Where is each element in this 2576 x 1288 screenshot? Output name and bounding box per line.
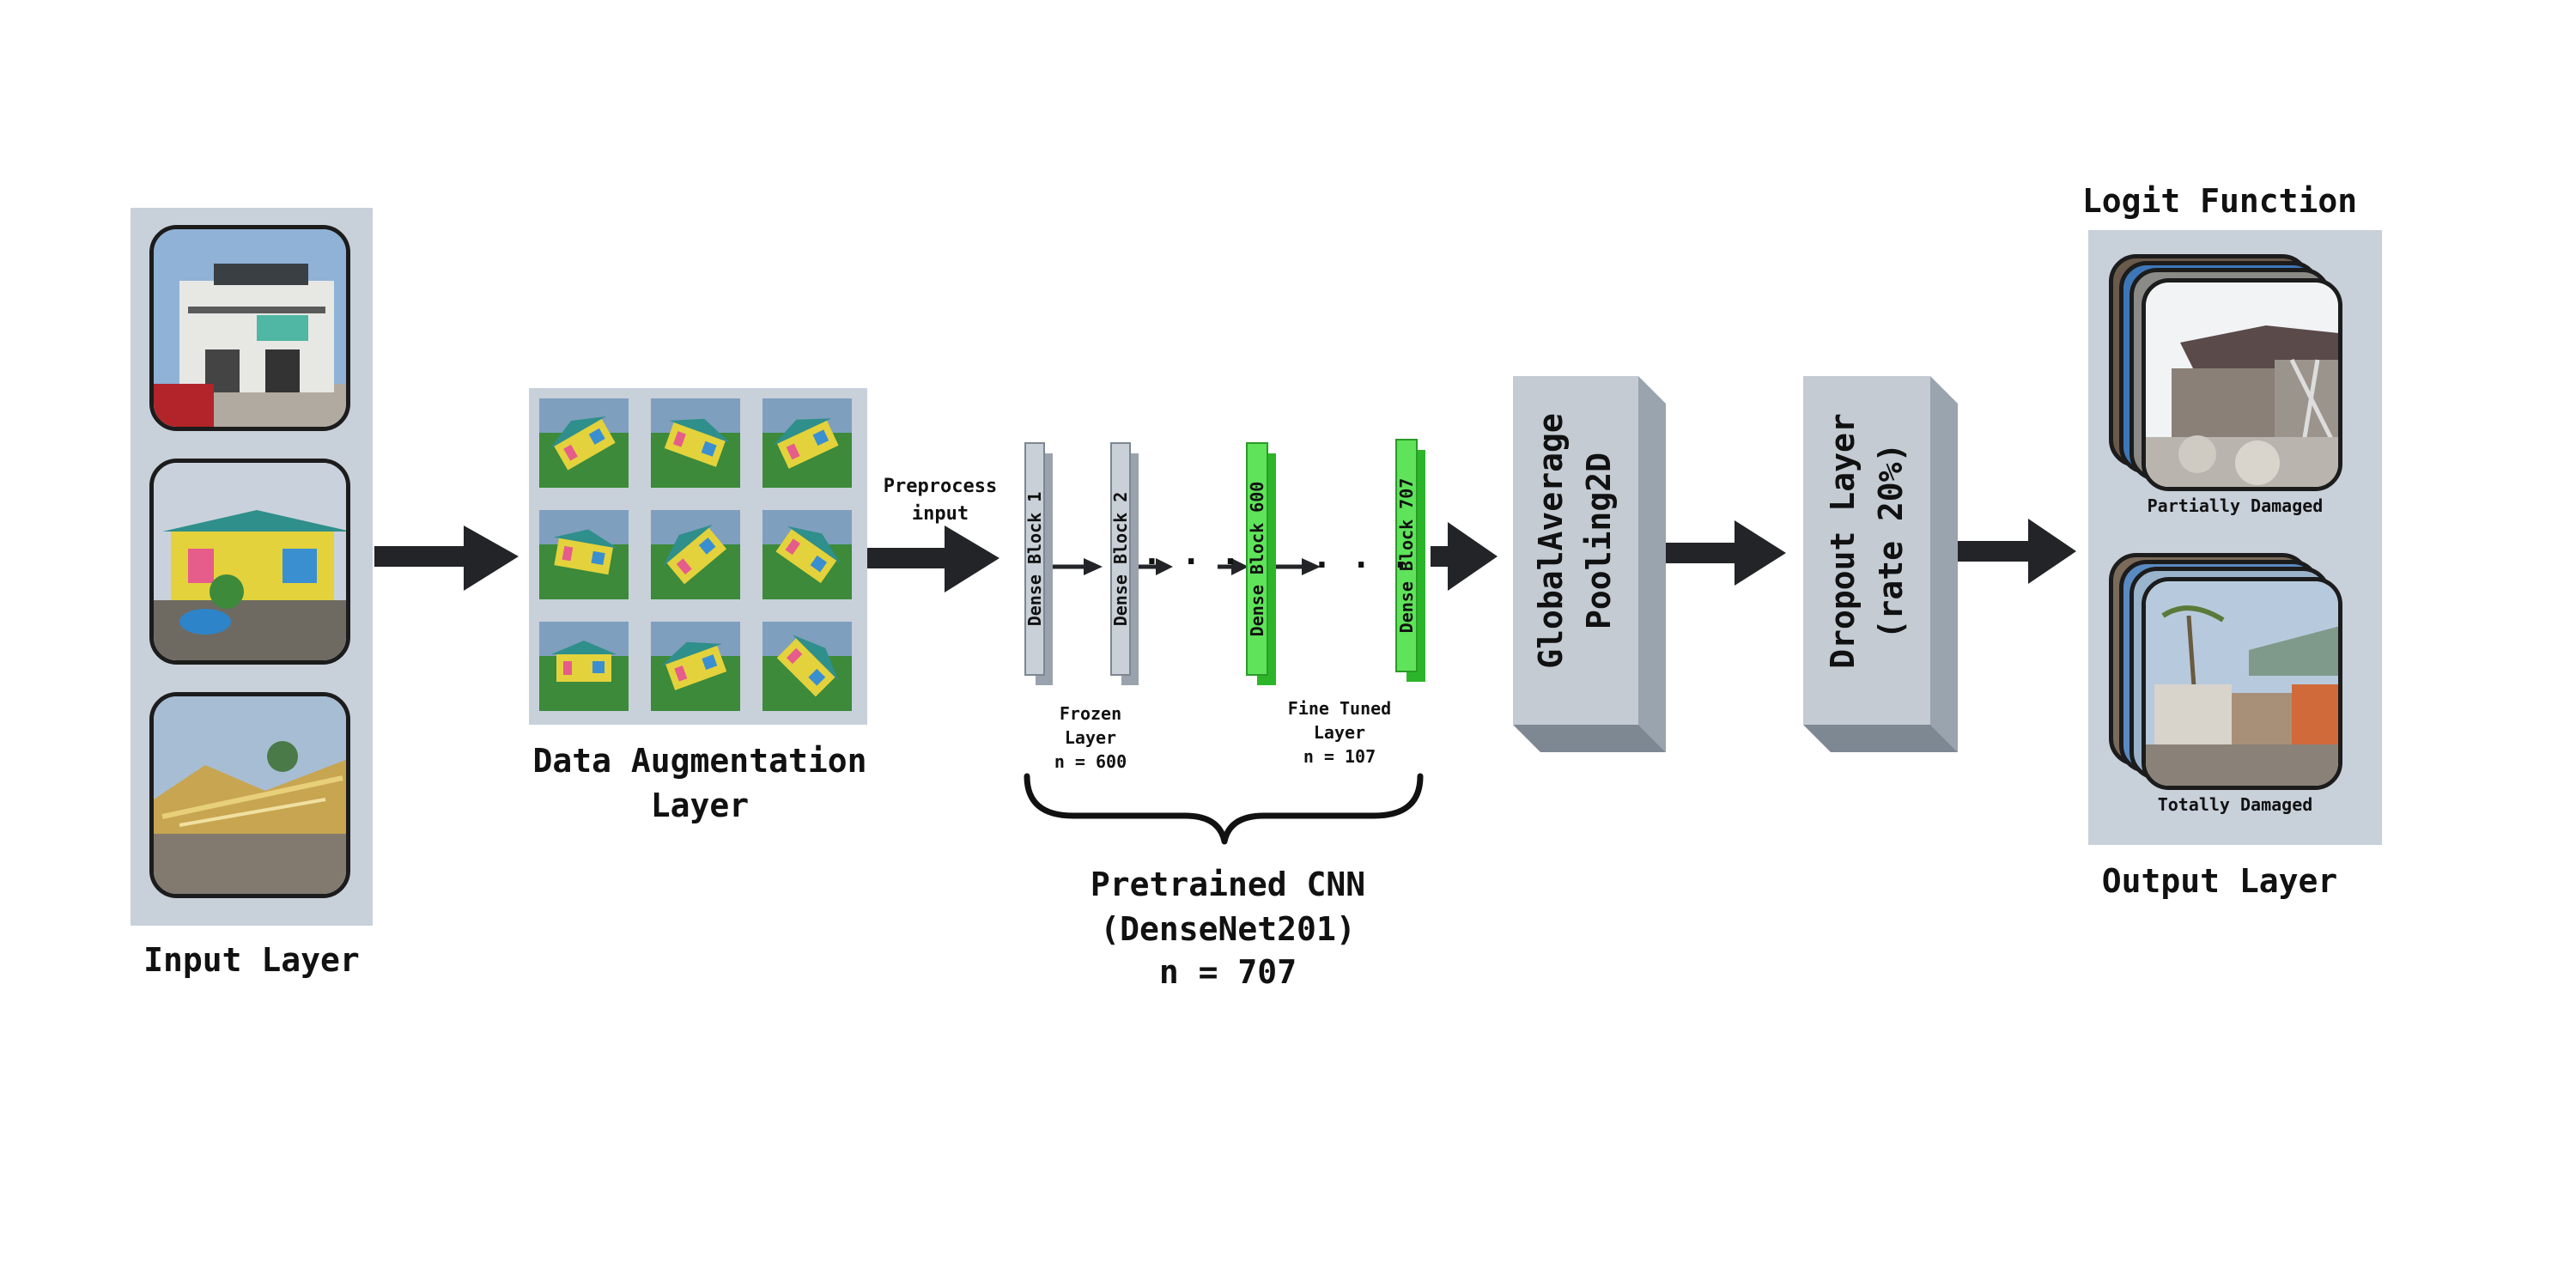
dense-block-707 [1395, 439, 1418, 672]
dense-block-1 [1024, 442, 1045, 676]
pooling-box [1513, 376, 1666, 752]
partially-damaged-label: Partially Damaged [2147, 495, 2324, 516]
fine-tuned-label-line1: Fine Tuned [1287, 698, 1392, 719]
block-arrows [1053, 558, 1321, 575]
augmented-thumbnail [651, 622, 740, 711]
partially-damaged-photo [2142, 278, 2342, 491]
arrow-cnn-to-pooling [1431, 522, 1498, 591]
augmentation-label-line1: Data Augmentation [532, 742, 867, 780]
dense-blocks [1024, 439, 1425, 685]
augmented-thumbnail [651, 398, 740, 488]
augmented-thumbnail [762, 622, 852, 711]
collapsed-roof-photo [149, 692, 350, 898]
fine-tuned-label-line2: Layer [1313, 722, 1366, 743]
pooling-label-line1: GlobalAverage [1532, 413, 1570, 669]
arrow-pooling-to-dropout [1657, 520, 1786, 586]
totally-damaged-photo [2142, 577, 2342, 790]
dense-block-2-label: Dense Block 2 [1110, 491, 1131, 627]
frozen-label-line3: n = 600 [1054, 751, 1127, 772]
augmentation-label-line2: Layer [650, 787, 750, 824]
concrete-building-photo [149, 225, 350, 431]
dots-between-blocks-1: . . . [1142, 534, 1241, 572]
pretrained-brace [1024, 773, 1424, 845]
output-layer-label: Output Layer [2101, 862, 2338, 900]
dropout-box [1803, 376, 1958, 752]
augmented-thumbnail [762, 398, 852, 488]
frozen-label-line1: Frozen [1059, 703, 1122, 724]
augmented-thumbnail [539, 622, 629, 711]
input-layer-label: Input Layer [143, 941, 360, 979]
pretrained-label-line2: (DenseNet201) [1100, 910, 1356, 948]
yellow-house-photo [149, 459, 350, 665]
fine-tuned-label-line3: n = 107 [1303, 746, 1376, 767]
dots-between-blocks-2: . . . [1312, 538, 1411, 575]
pretrained-label-line1: Pretrained CNN [1090, 866, 1366, 903]
arrow-dropout-to-output [1949, 519, 2076, 584]
flow-arrows [374, 519, 2076, 592]
pretrained-label-line3: n = 707 [1158, 953, 1297, 991]
frozen-label-line2: Layer [1064, 727, 1117, 748]
dense-block-600-label: Dense Block 600 [1247, 481, 1267, 637]
arrow-input-to-augmentation [374, 526, 519, 591]
dense-block-2 [1110, 442, 1131, 676]
augmented-thumbnail [539, 398, 629, 488]
dropout-label-line1: Dropout Layer [1824, 413, 1862, 669]
pooling-label-line2: Pooling2D [1580, 453, 1618, 629]
arrow-augmentation-to-cnn [867, 526, 999, 592]
dense-block-600 [1246, 442, 1268, 676]
augmented-thumbnail [762, 510, 852, 599]
preprocess-label-line2: input [911, 503, 969, 525]
logit-function-label: Logit Function [2081, 182, 2358, 220]
dropout-label-line2: (rate 20%) [1872, 442, 1910, 640]
augmented-thumbnail [651, 510, 740, 599]
preprocess-label-line1: Preprocess [883, 476, 998, 497]
augmented-thumbnail [539, 510, 629, 599]
dense-block-1-label: Dense Block 1 [1024, 491, 1045, 627]
totally-damaged-label: Totally Damaged [2157, 794, 2313, 815]
